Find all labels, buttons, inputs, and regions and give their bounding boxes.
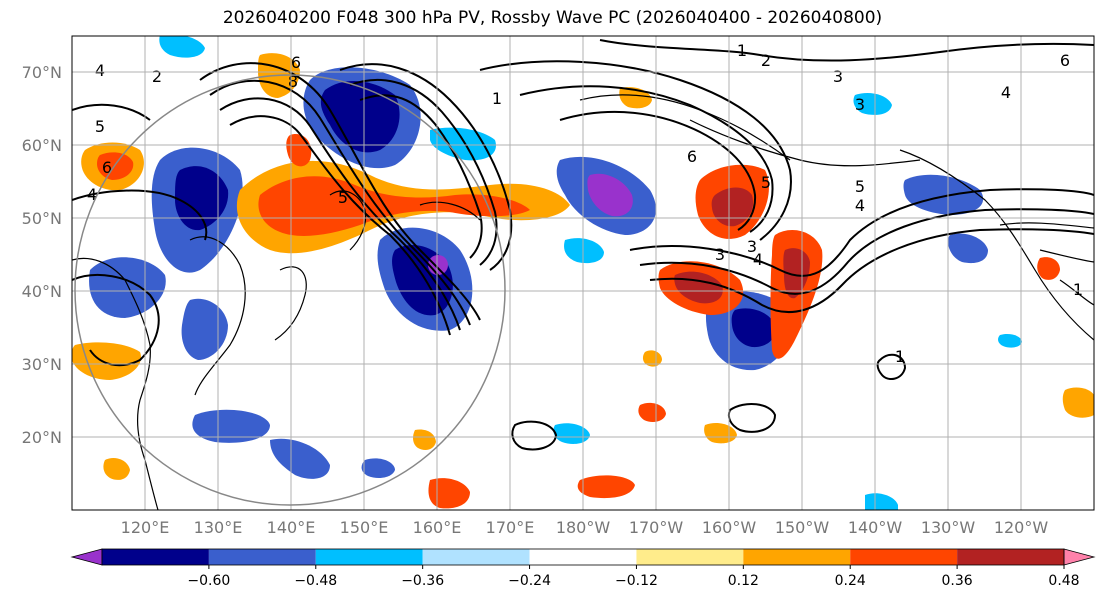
contour-label: 3 — [715, 245, 725, 264]
lat-label: 40°N — [22, 282, 62, 301]
contour-label: 4 — [87, 185, 97, 204]
colorbar-swatch — [636, 549, 744, 565]
lon-label: 170°W — [629, 518, 684, 537]
colorbar-extend-low — [70, 548, 103, 566]
colorbar-tick-label: −0.60 — [187, 573, 230, 589]
lon-label: 180°W — [556, 518, 611, 537]
contour-label: 2 — [152, 67, 162, 86]
contour-label: 6 — [1060, 51, 1070, 70]
lat-label: 30°N — [22, 355, 62, 374]
contour-label: 4 — [753, 250, 763, 269]
colorbar-outline — [101, 548, 1065, 566]
contour-label: 3 — [833, 67, 843, 86]
contour-label: 4 — [1001, 83, 1011, 102]
contour-label: 1 — [492, 89, 502, 108]
contour-label: 5 — [95, 117, 105, 136]
lon-label: 130°W — [921, 518, 976, 537]
contour-label: 6 — [687, 147, 697, 166]
colorbar-swatch — [743, 549, 851, 565]
lon-label: 160°E — [413, 518, 462, 537]
contour-label: 6 — [102, 158, 112, 177]
colorbar-tick-label: 0.12 — [728, 573, 759, 589]
colorbar-swatch — [208, 549, 316, 565]
colorbar-swatch — [850, 549, 958, 565]
contour-label: 8 — [288, 72, 298, 91]
lon-label: 150°W — [775, 518, 830, 537]
colorbar-swatch — [422, 549, 530, 565]
contour-label: 1 — [1073, 280, 1083, 299]
graticule — [72, 36, 1094, 510]
colorbar-extend-high — [1063, 548, 1096, 566]
colorbar-swatch — [529, 549, 637, 565]
contour-label: 5 — [855, 177, 865, 196]
contour-label: 3 — [855, 95, 865, 114]
coastlines — [72, 94, 1094, 510]
lon-label: 140°E — [267, 518, 316, 537]
lat-labels: 70°N 60°N 50°N 40°N 30°N 20°N — [22, 63, 62, 447]
contour-label: 3 — [747, 237, 757, 256]
contour-label: 2 — [761, 51, 771, 70]
contour-labels: 1 2 3 3 4 5 6 8 5 6 4 2 1 6 5 4 3 5 4 3 … — [87, 41, 1083, 366]
lon-label: 150°E — [340, 518, 389, 537]
colorbar-tick-label: −0.36 — [401, 573, 444, 589]
lat-label: 20°N — [22, 428, 62, 447]
lat-label: 50°N — [22, 209, 62, 228]
lat-label: 60°N — [22, 136, 62, 155]
map-title: 2026040200 F048 300 hPa PV, Rossby Wave … — [222, 8, 883, 28]
pv-anomaly-fills — [72, 36, 1094, 510]
map-frame — [71, 35, 1095, 511]
lon-label: 170°E — [486, 518, 535, 537]
lon-label: 140°W — [848, 518, 903, 537]
lon-label: 120°E — [121, 518, 170, 537]
lat-label: 70°N — [22, 63, 62, 82]
lon-labels: 120°E 130°E 140°E 150°E 160°E 170°E 180°… — [121, 518, 1049, 537]
lon-label: 160°W — [702, 518, 757, 537]
contour-label: 1 — [737, 41, 747, 60]
colorbar-tick-label: −0.12 — [615, 573, 658, 589]
colorbar-tick-label: 0.36 — [942, 573, 973, 589]
range-circle — [74, 74, 506, 506]
lon-label: 120°W — [994, 518, 1049, 537]
colorbar-swatch — [102, 549, 209, 565]
lon-label: 130°E — [194, 518, 243, 537]
colorbar-swatch — [957, 549, 1064, 565]
colorbar-tick-label: −0.48 — [294, 573, 337, 589]
contour-label: 4 — [855, 196, 865, 215]
colorbar-tick-label: 0.48 — [1048, 573, 1079, 589]
colorbar-tick-label: 0.24 — [835, 573, 866, 589]
contour-label: 6 — [291, 53, 301, 72]
colorbar: −0.60 −0.48 −0.36 −0.24 −0.12 0.12 0.24 0.36 0.4… — [70, 548, 1096, 589]
contour-label: 4 — [95, 61, 105, 80]
colorbar-tick-label: −0.24 — [508, 573, 551, 589]
colorbar-swatch — [315, 549, 423, 565]
contour-label: 5 — [761, 173, 771, 192]
contour-label: 1 — [895, 347, 905, 366]
contour-label: 5 — [338, 188, 348, 207]
